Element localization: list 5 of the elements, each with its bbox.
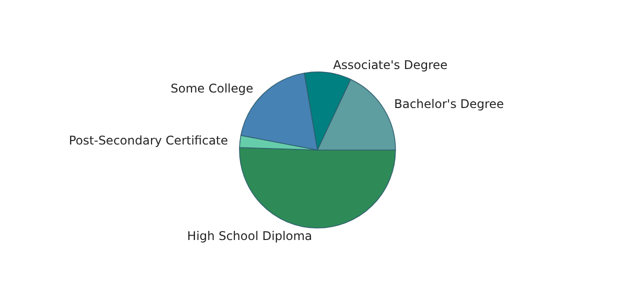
slice-label: Some College [170,82,254,96]
slice-label: Bachelor's Degree [394,96,504,111]
slice-label: High School Diploma [187,228,312,243]
slice-label: Post-Secondary Certificate [68,134,228,148]
slice-label: Associate's Degree [333,58,448,72]
